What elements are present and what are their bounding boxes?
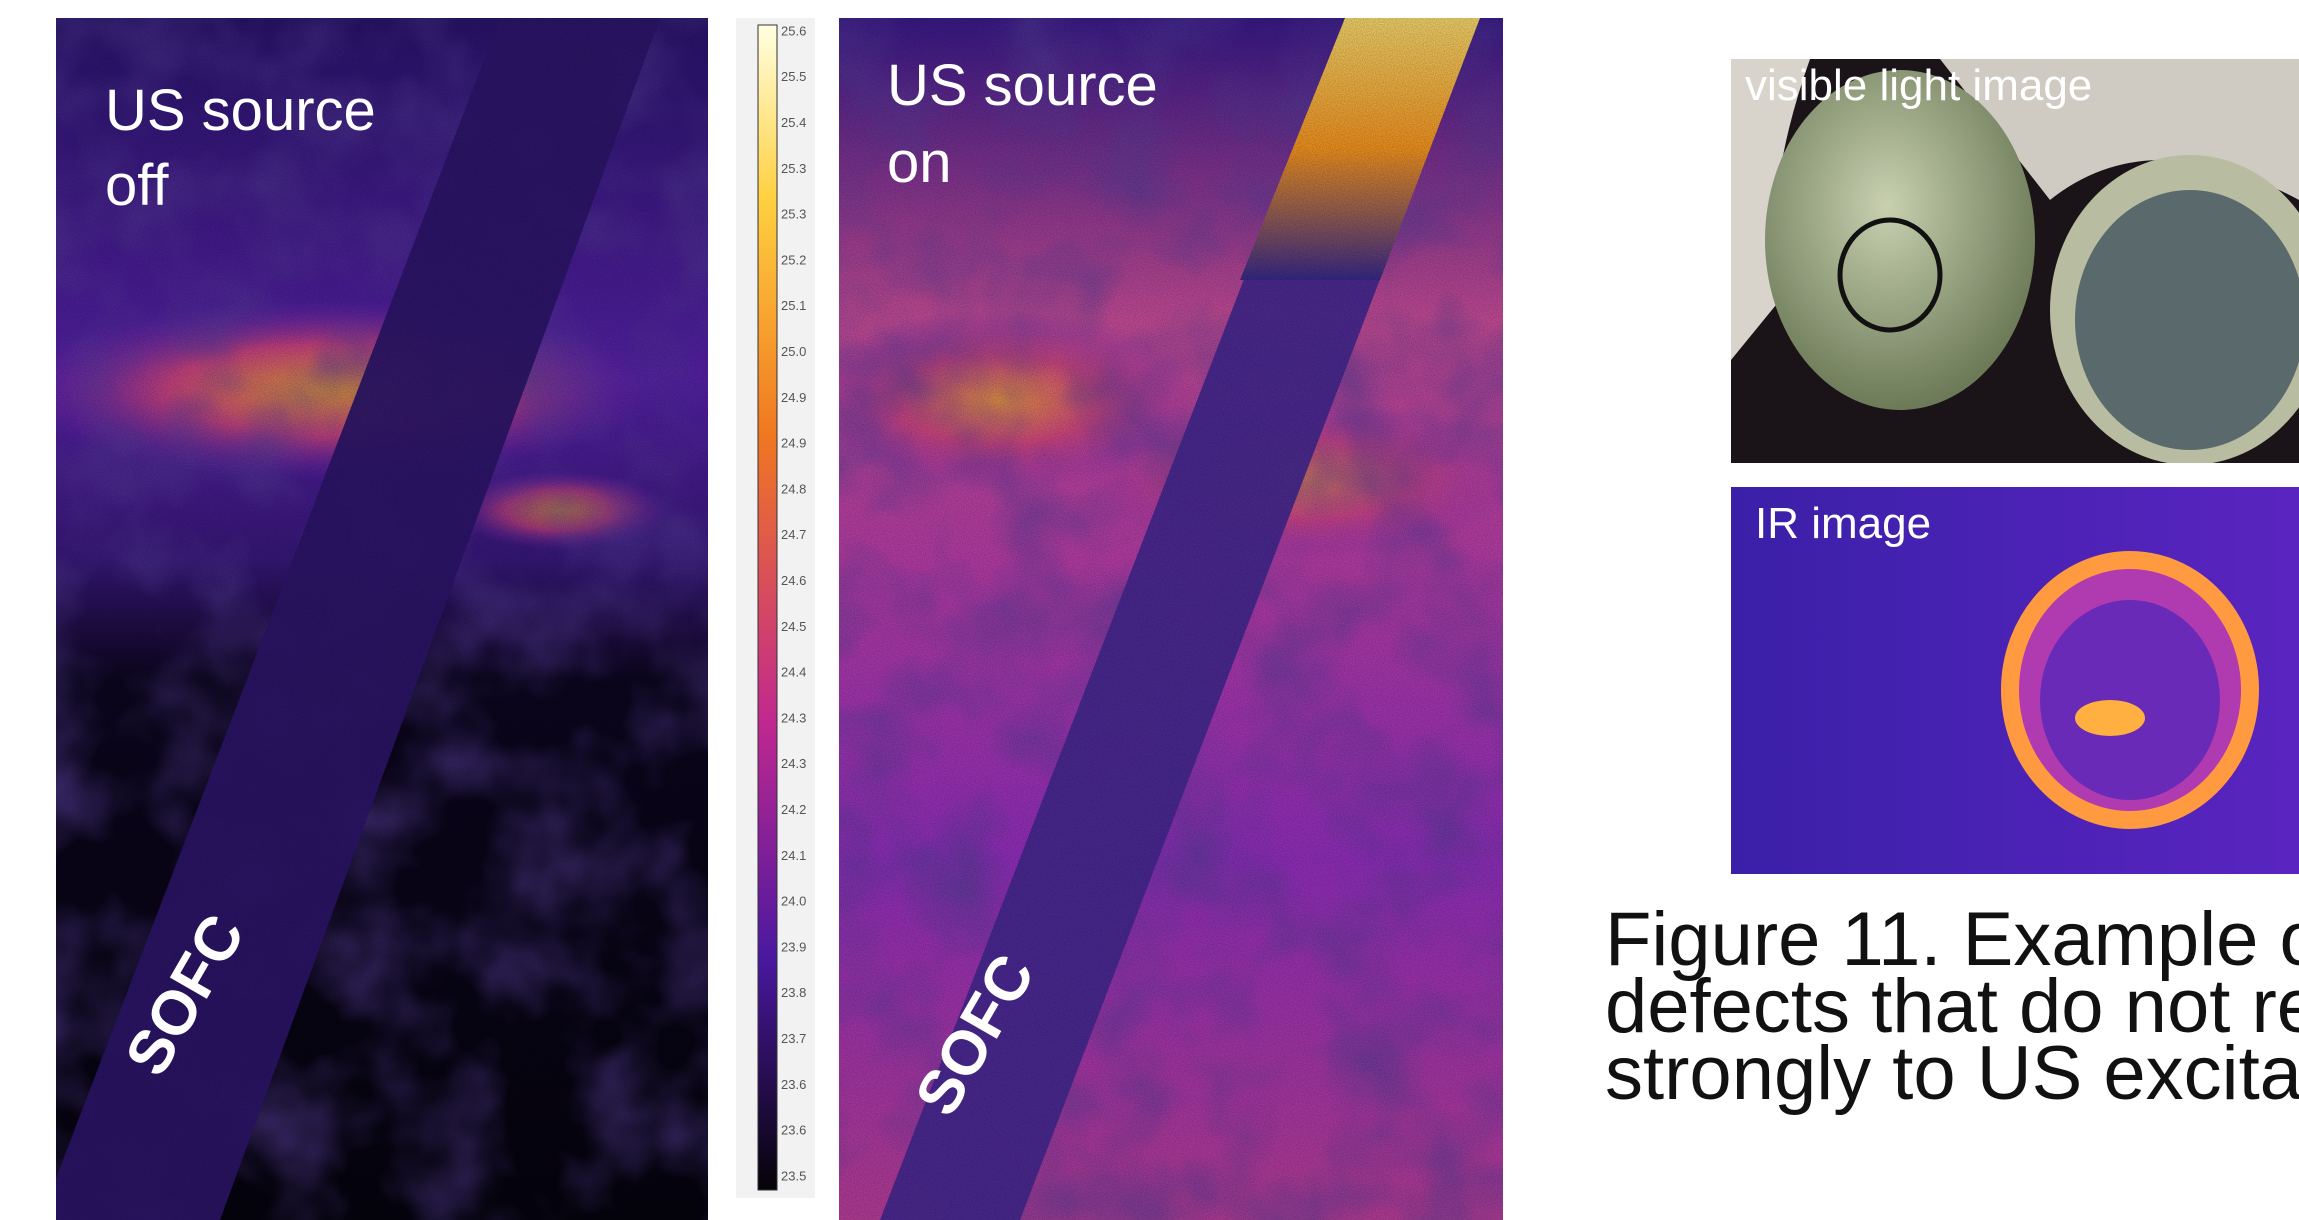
colorbar-label: 24.4 [781,665,806,680]
caption: Figure 11. Example of defects that do no… [1605,897,2299,1116]
colorbar-label: 25.0 [781,344,806,359]
colorbar-label: 24.3 [781,756,806,771]
colorbar-label: 24.2 [781,802,806,817]
image-label: IR image [1755,499,1931,548]
panel-label: US source [887,53,1158,118]
colorbar-label: 23.5 [781,1168,806,1183]
colorbar-label: 25.1 [781,298,806,313]
colorbar-label: 24.9 [781,436,806,451]
colorbar-label: 24.7 [781,527,806,542]
thermal-image-on: US source on SOFC [800,18,1520,1220]
colorbar-label: 25.5 [781,69,806,84]
thermal-image-off: US source off SOFC [10,18,708,1220]
colorbar-label: 24.5 [781,619,806,634]
colorbar-label: 23.8 [781,985,806,1000]
colorbar-label: 24.0 [781,894,806,909]
figure: US source off SOFC 25.625.525.425.325.32… [0,0,2299,1220]
colorbar-label: 25.6 [781,23,806,38]
ir-image: IR image [1731,487,2299,874]
colorbar-label: 23.6 [781,1077,806,1092]
colorbar-label: 25.2 [781,252,806,267]
panel-label: on [887,130,952,195]
colorbar-label: 25.3 [781,207,806,222]
colorbar-label: 24.1 [781,848,806,863]
colorbar-label: 23.9 [781,939,806,954]
visible-image: visible light image [1731,59,2299,465]
colorbar: 25.6 25.5 25.4 25.3 25.3 25.2 25.1 25.0 24.9 24.9… [736,18,815,1198]
panel-label: off [105,153,169,218]
colorbar-label: 23.7 [781,1031,806,1046]
colorbar-label: 24.6 [781,573,806,588]
panel-label: US source [105,78,376,143]
image-label: visible light image [1745,61,2092,110]
colorbar-label: 24.3 [781,710,806,725]
caption-line: strongly to US excitatio [1605,1031,2299,1116]
colorbar-label: 25.4 [781,115,806,130]
colorbar-label: 25.3 [781,161,806,176]
colorbar-label: 24.8 [781,481,806,496]
colorbar-label: 23.6 [781,1123,806,1138]
colorbar-label: 24.9 [781,390,806,405]
